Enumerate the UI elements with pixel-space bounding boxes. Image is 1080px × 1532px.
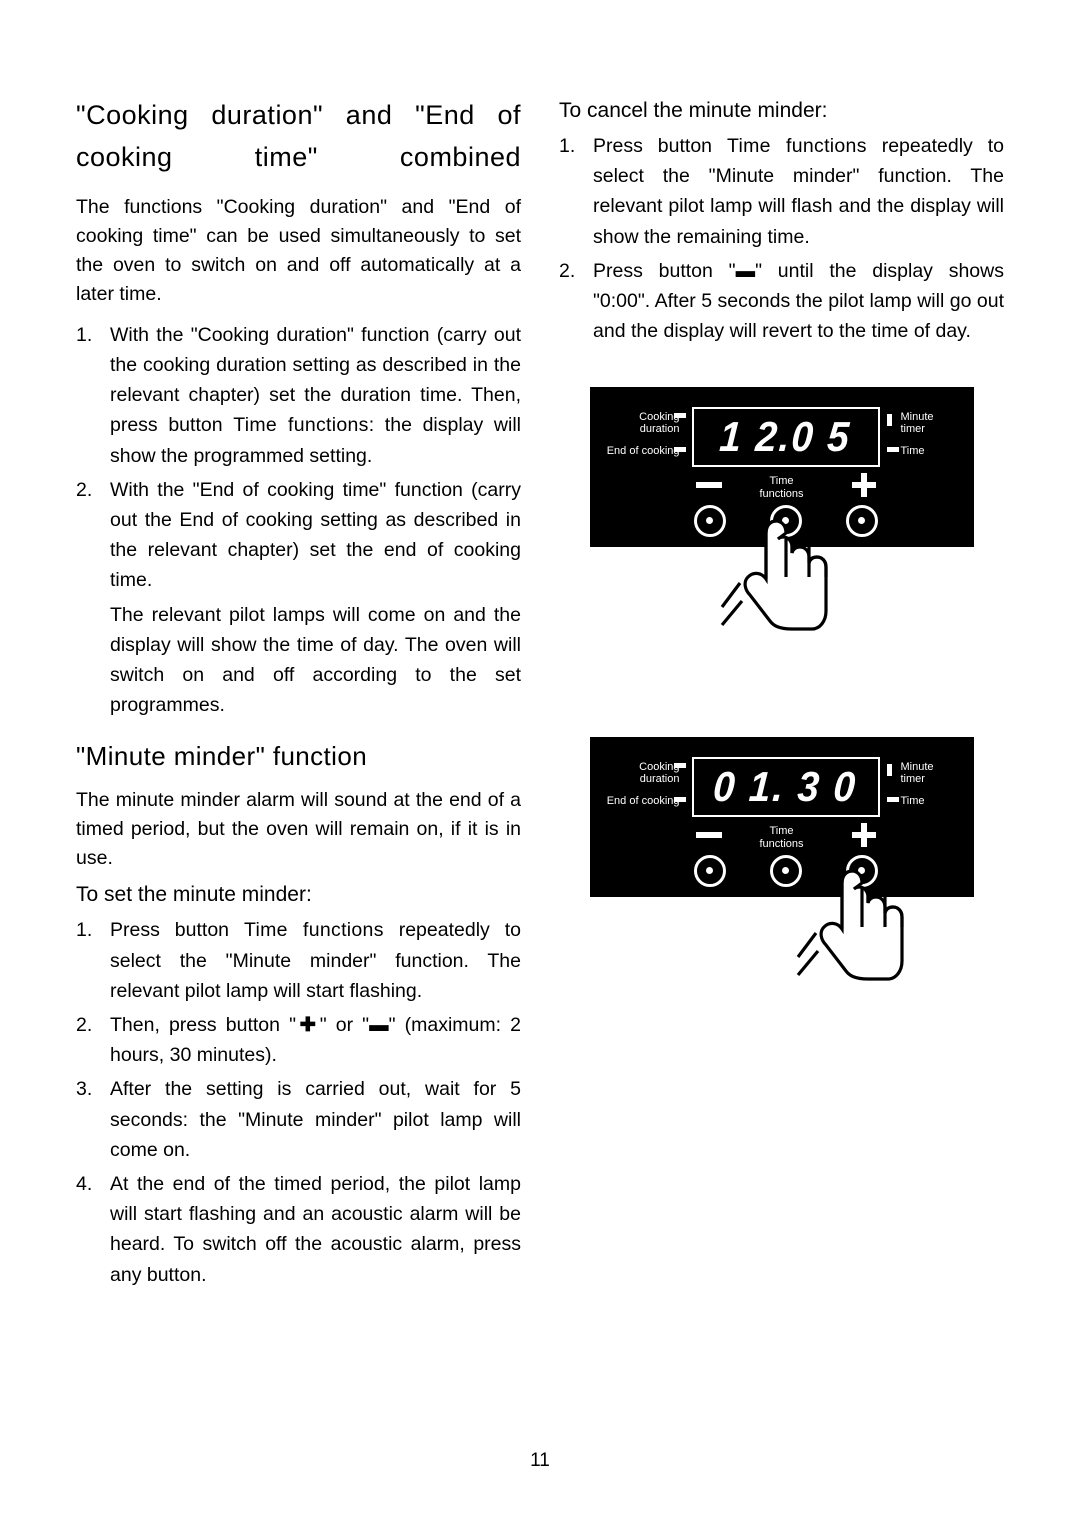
- item-text: After the setting is carried out, wait f…: [110, 1078, 521, 1160]
- indicator-minute-timer: [887, 414, 892, 426]
- minus-icon: ▬: [369, 1014, 389, 1036]
- indicator-cooking-duration: [674, 763, 686, 768]
- list-item: 2. With the "End of cooking time" functi…: [76, 475, 521, 596]
- item-text: With the "End of cooking time" function …: [110, 479, 521, 592]
- item-number: 1.: [76, 915, 92, 945]
- list-item: 4. At the end of the timed period, the p…: [76, 1169, 521, 1290]
- time-functions-label: Timefunctions: [590, 825, 974, 851]
- list-item: 3. After the setting is carried out, wai…: [76, 1074, 521, 1165]
- list-item: 2. Then, press button "✚" or "▬" (maximu…: [76, 1010, 521, 1070]
- display-readout: 1 2.0 5: [718, 413, 852, 461]
- label-time: Time: [901, 445, 925, 457]
- list-item: 1. With the "Cooking duration" function …: [76, 320, 521, 471]
- indicator-cooking-duration: [674, 413, 686, 418]
- subhead-set: To set the minute minder:: [76, 883, 521, 907]
- indicator-minute-timer: [887, 764, 892, 776]
- item-text: Press button: [110, 919, 244, 941]
- item-number: 1.: [559, 131, 575, 161]
- label-end-of-cooking: End of cooking: [607, 795, 680, 807]
- time-functions-label: Timefunctions: [590, 475, 974, 501]
- page-number: 11: [0, 1450, 1080, 1472]
- list-item: 1. Press button Time functions repeatedl…: [76, 915, 521, 1006]
- plus-button[interactable]: [846, 505, 878, 537]
- time-functions-button[interactable]: [770, 855, 802, 887]
- indicator-end-of-cooking: [674, 797, 686, 802]
- label-minute-timer: Minutetimer: [901, 411, 934, 435]
- item-text: At the end of the timed period, the pilo…: [110, 1173, 521, 1286]
- indicator-time: [887, 447, 899, 452]
- label-end-of-cooking: End of cooking: [607, 445, 680, 457]
- list-item: 1. Press button Time functions repeatedl…: [559, 131, 1004, 252]
- heading-combined-text: "Cooking duration" and "End of cooking t…: [76, 100, 521, 172]
- item-text: " or ": [320, 1014, 369, 1036]
- time-functions-label: Time functions: [244, 919, 384, 941]
- minus-button[interactable]: [694, 855, 726, 887]
- minus-button[interactable]: [694, 505, 726, 537]
- control-panel-figure-1: Cookingduration End of cooking Minutetim…: [590, 387, 974, 547]
- heading-minute-minder: "Minute minder" function: [76, 741, 521, 772]
- indicator-end-of-cooking: [674, 447, 686, 452]
- heading-combined: "Cooking duration" and "End of cooking t…: [76, 95, 521, 179]
- time-functions-label: Time functions: [727, 135, 867, 157]
- indicator-time: [887, 797, 899, 802]
- set-minute-minder-steps: 1. Press button Time functions repeatedl…: [76, 915, 521, 1290]
- right-column: To cancel the minute minder: 1. Press bu…: [559, 95, 1004, 1294]
- display: 1 2.0 5: [692, 407, 880, 467]
- item-number: 1.: [76, 320, 92, 350]
- hand-press-icon: [740, 517, 832, 637]
- item-number: 2.: [76, 1010, 92, 1040]
- item-number: 4.: [76, 1169, 92, 1199]
- intro-minute-minder: The minute minder alarm will sound at th…: [76, 786, 521, 874]
- item-number: 3.: [76, 1074, 92, 1104]
- item-text: Then, press button ": [110, 1014, 296, 1036]
- label-minute-timer: Minutetimer: [901, 761, 934, 785]
- list-item: 2. Press button "▬" until the display sh…: [559, 256, 1004, 347]
- subhead-cancel: To cancel the minute minder:: [559, 99, 1004, 123]
- item-text: Press button: [593, 135, 727, 157]
- display: 0 1. 3 0: [692, 757, 880, 817]
- display-readout: 0 1. 3 0: [712, 763, 859, 811]
- item-number: 2.: [76, 475, 92, 505]
- plus-icon: ✚: [296, 1014, 320, 1036]
- label-time: Time: [901, 795, 925, 807]
- control-panel-figure-2: Cookingduration End of cooking Minutetim…: [590, 737, 974, 897]
- minus-icon: ▬: [736, 260, 756, 282]
- time-functions-label: Time functions: [233, 414, 369, 436]
- cancel-minute-minder-steps: 1. Press button Time functions repeatedl…: [559, 131, 1004, 347]
- hand-press-icon: [816, 867, 908, 987]
- item-text: Press button ": [593, 260, 736, 282]
- left-column: "Cooking duration" and "End of cooking t…: [76, 95, 521, 1294]
- intro-combined: The functions "Cooking duration" and "En…: [76, 193, 521, 310]
- control-panel: Cookingduration End of cooking Minutetim…: [590, 737, 974, 897]
- follow-on-text: The relevant pilot lamps will come on an…: [76, 600, 521, 721]
- item-number: 2.: [559, 256, 575, 286]
- combined-steps: 1. With the "Cooking duration" function …: [76, 320, 521, 596]
